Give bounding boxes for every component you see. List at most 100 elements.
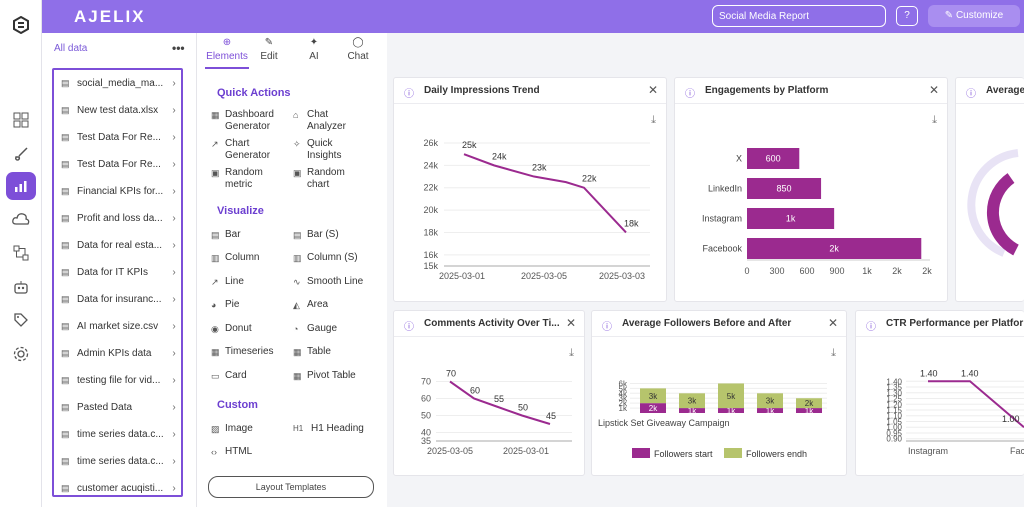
dashboard-generator[interactable]: ▦ Dashboard Generator xyxy=(211,109,274,133)
close-icon[interactable]: ✕ xyxy=(928,83,939,97)
customize-label: Customize xyxy=(955,10,1004,21)
help-button[interactable]: ? xyxy=(896,6,918,26)
el-area[interactable]: ◭ Area xyxy=(293,299,328,311)
el-gauge[interactable]: ◔ Gauge xyxy=(293,323,337,335)
file-item[interactable]: ▤ Data for insuranc... › xyxy=(54,286,181,313)
database-icon: ▤ xyxy=(61,348,70,358)
impressions-card[interactable]: ⓘ Daily Impressions Trend ✕ ⤓ 26k 24k 22k 2… xyxy=(393,77,667,302)
chevron-right-icon: › xyxy=(172,105,176,116)
tab-ai[interactable]: ✦ AI xyxy=(292,37,336,62)
el-bar-s[interactable]: ▤ Bar (S) xyxy=(293,229,339,241)
download-icon[interactable]: ⤓ xyxy=(831,347,836,359)
file-item[interactable]: ▤ Test Data For Re... › xyxy=(54,151,181,178)
layout-templates-button[interactable]: Layout Templates xyxy=(208,476,374,498)
file-item[interactable]: ▤ customer acuqisti... › xyxy=(54,475,181,495)
info-icon[interactable]: ⓘ xyxy=(685,89,695,100)
customize-button[interactable]: ✎ Customize xyxy=(928,5,1020,27)
brush-icon: ✎ xyxy=(944,10,956,21)
close-icon[interactable]: ✕ xyxy=(827,316,838,330)
close-icon[interactable]: ✕ xyxy=(647,83,658,97)
engagements-card[interactable]: ⓘ Engagements by Platform ✕ ⤓ X 600 Linked… xyxy=(674,77,948,302)
all-data-link[interactable]: All data xyxy=(54,43,88,54)
el-column[interactable]: ▥ Column xyxy=(211,252,259,264)
y-tick-label: 50 xyxy=(421,411,431,421)
chat-analyzer[interactable]: ⌂ Chat Analyzer xyxy=(293,109,346,133)
quick-insights[interactable]: ✧ Quick Insights xyxy=(293,138,341,162)
chevron-right-icon: › xyxy=(172,375,176,386)
report-title-input[interactable]: Social Media Report xyxy=(712,5,886,27)
tag-icon[interactable] xyxy=(7,308,35,332)
el-html[interactable]: ‹› HTML xyxy=(211,446,252,458)
info-icon[interactable]: ⓘ xyxy=(404,89,414,100)
el-timeseries[interactable]: ▦ Timeseries xyxy=(211,346,274,358)
el-bar[interactable]: ▤ Bar xyxy=(211,229,241,241)
tab-elements[interactable]: ⊕ Elements xyxy=(205,37,249,62)
chart-icon[interactable] xyxy=(6,172,36,200)
grid-icon[interactable] xyxy=(7,108,35,132)
chart-generator[interactable]: ↗ Chart Generator xyxy=(211,138,270,162)
app-logo-icon[interactable] xyxy=(7,13,35,37)
info-icon[interactable]: ⓘ xyxy=(602,322,612,333)
file-item[interactable]: ▤ Test Data For Re... › xyxy=(54,124,181,151)
file-item[interactable]: ▤ testing file for vid... › xyxy=(54,367,181,394)
brush-icon[interactable] xyxy=(7,142,35,166)
data-label: 1.00 xyxy=(1002,414,1020,424)
ctr-card[interactable]: ⓘ CTR Performance per Platfor 1.40 1.35 1.… xyxy=(855,310,1024,476)
el-table[interactable]: ▦ Table xyxy=(293,346,331,358)
robot-icon[interactable] xyxy=(7,275,35,299)
tab-edit[interactable]: ✎ Edit xyxy=(247,37,291,62)
info-icon[interactable]: ⓘ xyxy=(966,89,976,100)
y-tick-label: 3k xyxy=(619,394,628,403)
panel-tabs: ⊕ Elements ✎ Edit ✦ AI ◯ Chat xyxy=(197,37,388,67)
el-h1-heading[interactable]: H1 H1 Heading xyxy=(293,423,364,435)
el-smooth-line[interactable]: ∿ Smooth Line xyxy=(293,276,363,288)
y-tick-label: 0.95 xyxy=(886,429,902,438)
workflow-icon[interactable] xyxy=(7,241,35,265)
file-item[interactable]: ▤ social_media_ma... › xyxy=(54,70,181,97)
random-metric[interactable]: ▣ Random metric xyxy=(211,167,263,191)
file-item[interactable]: ▤ AI market size.csv › xyxy=(54,313,181,340)
cloud-icon[interactable] xyxy=(7,207,35,231)
chevron-right-icon: › xyxy=(172,483,176,494)
followers-card[interactable]: ⓘ Average Followers Before and After ✕ ⤓… xyxy=(591,310,847,476)
file-item[interactable]: ▤ Profit and loss da... › xyxy=(54,205,181,232)
legend-label: Followers start xyxy=(654,449,713,459)
el-column-s[interactable]: ▥ Column (S) xyxy=(293,252,358,264)
el-pie[interactable]: ◕ Pie xyxy=(211,299,239,311)
data-label: 1k xyxy=(786,214,796,224)
database-icon: ▤ xyxy=(61,159,70,169)
brand-logo[interactable]: AJELIX xyxy=(74,7,146,27)
chevron-right-icon: › xyxy=(172,456,176,467)
file-item[interactable]: ▤ Pasted Data › xyxy=(54,394,181,421)
file-item[interactable]: ▤ New test data.xlsx › xyxy=(54,97,181,124)
bar xyxy=(747,238,922,259)
left-rail xyxy=(0,0,42,507)
settings-icon[interactable] xyxy=(7,342,35,366)
file-item[interactable]: ▤ Financial KPIs for... › xyxy=(54,178,181,205)
random-chart[interactable]: ▣ Random chart xyxy=(293,167,345,191)
close-icon[interactable]: ✕ xyxy=(565,316,576,330)
file-item[interactable]: ▤ time series data.c... › xyxy=(54,448,181,475)
el-label: Generator xyxy=(225,150,271,161)
download-icon[interactable]: ⤓ xyxy=(932,114,937,126)
el-pivot-table[interactable]: ▦ Pivot Table xyxy=(293,370,356,382)
bar-segment xyxy=(640,403,666,413)
file-item[interactable]: ▤ time series data.c... › xyxy=(54,421,181,448)
more-menu-icon[interactable]: ••• xyxy=(172,41,185,55)
el-line[interactable]: ↗ Line xyxy=(211,276,244,288)
comments-card[interactable]: ⓘ Comments Activity Over Ti... ✕ ⤓ 70 60 5… xyxy=(393,310,585,476)
tab-chat[interactable]: ◯ Chat xyxy=(336,37,380,62)
info-icon[interactable]: ⓘ xyxy=(866,322,876,333)
download-icon[interactable]: ⤓ xyxy=(651,114,656,126)
average-card[interactable]: ⓘ Average xyxy=(955,77,1024,302)
file-name: testing file for vid... xyxy=(77,375,161,386)
el-image[interactable]: ▨ Image xyxy=(211,423,253,435)
file-item[interactable]: ▤ Admin KPIs data › xyxy=(54,340,181,367)
file-item[interactable]: ▤ Data for IT KPIs › xyxy=(54,259,181,286)
info-icon[interactable]: ⓘ xyxy=(404,322,414,333)
el-donut[interactable]: ◉ Donut xyxy=(211,323,252,335)
download-icon[interactable]: ⤓ xyxy=(569,347,574,359)
file-item[interactable]: ▤ Data for real esta... › xyxy=(54,232,181,259)
database-icon: ▤ xyxy=(61,132,70,142)
el-card[interactable]: ▭ Card xyxy=(211,370,247,382)
